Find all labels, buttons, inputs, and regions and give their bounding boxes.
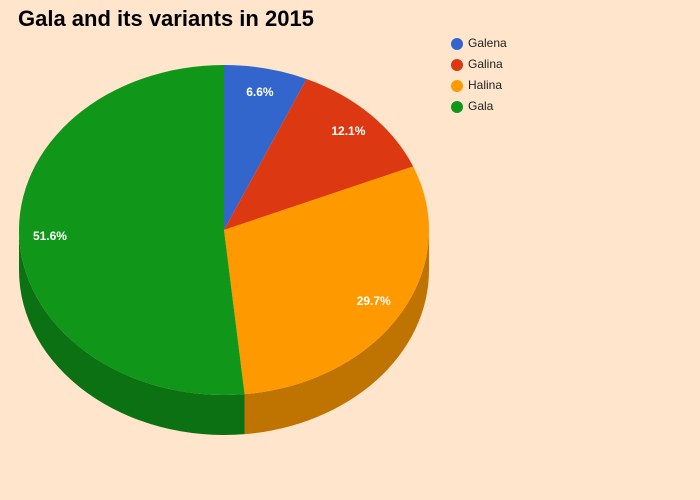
chart-title: Gala and its variants in 2015 [18, 6, 314, 31]
legend-label: Halina [468, 78, 502, 92]
value-label: 29.7% [357, 294, 391, 308]
legend-label: Gala [468, 99, 494, 113]
legend-label: Galina [468, 57, 503, 71]
value-label: 6.6% [246, 85, 274, 99]
legend-swatch [451, 38, 463, 50]
slice [224, 65, 307, 230]
slice-side [244, 230, 429, 435]
legend-swatch [451, 59, 463, 71]
slice [224, 78, 414, 231]
legend-label: Galena [468, 36, 507, 50]
slice [224, 166, 429, 395]
value-label: 51.6% [33, 229, 67, 243]
slice-side [19, 230, 245, 436]
legend-swatch [451, 101, 463, 113]
value-label: 12.1% [331, 124, 365, 138]
legend-swatch [451, 80, 463, 92]
slice [19, 65, 245, 395]
